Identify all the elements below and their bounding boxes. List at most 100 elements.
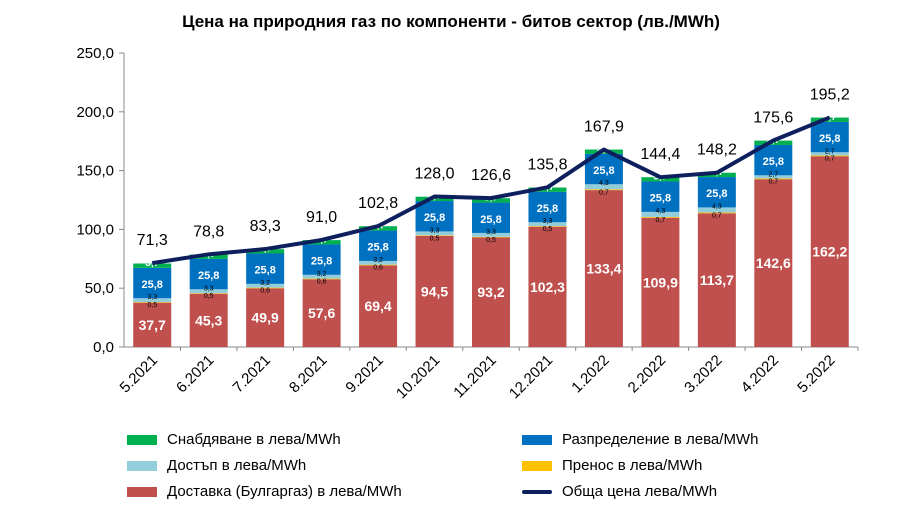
data-label-distribution: 25,8: [537, 203, 558, 215]
total-price-label: 126,6: [471, 167, 511, 184]
data-label-distribution: 25,8: [819, 133, 840, 145]
bar-segment: [415, 196, 454, 202]
data-label-distribution: 25,8: [311, 256, 332, 268]
total-price-label: 148,2: [697, 142, 737, 159]
data-label-delivery: 102,3: [530, 279, 565, 295]
data-label-distribution: 25,8: [142, 279, 163, 291]
data-label-access: 3,2: [373, 257, 383, 264]
data-label-transmission: 0,5: [430, 235, 440, 242]
data-label-transmission: 0,7: [599, 189, 609, 196]
bar-segment: [584, 184, 623, 190]
data-label-access: 3,3: [543, 218, 553, 225]
bar-segment: [810, 117, 849, 122]
data-label-access: 4,3: [656, 208, 666, 215]
y-tick-label: 250,0: [76, 45, 114, 62]
bar-segment: [754, 178, 793, 180]
bar-segment: [302, 279, 341, 347]
bar-segment: [528, 187, 567, 192]
data-label-transmission: 0,6: [373, 265, 383, 272]
data-label-delivery: 93,2: [477, 284, 504, 300]
legend-swatch-delivery: [127, 486, 157, 497]
bar-segment: [697, 172, 736, 178]
bar-segment: [584, 189, 623, 191]
bar-segment: [189, 258, 228, 290]
chart-plot: 0,0 50,0 100,0 150,0 200,0 250,0 5.2021 6.2021 7…: [76, 45, 859, 402]
bar-segment: [472, 237, 510, 347]
bar-segment: [754, 179, 793, 347]
data-label-supply: 3,7: [823, 112, 837, 123]
legend-item-delivery: Доставка (Булгаргаз) в лева/MWh: [127, 483, 402, 500]
bar-segment: [810, 155, 849, 157]
bar-segment: [246, 253, 285, 284]
data-label-transmission: 0,7: [768, 178, 778, 185]
data-label-access: 2,7: [768, 171, 778, 178]
bar-segment: [246, 288, 285, 347]
y-tick-label: 200,0: [76, 104, 114, 121]
legend-item-total: Обща цена лева/MWh: [522, 483, 717, 500]
data-label-delivery: 133,4: [586, 261, 621, 277]
data-label-access: 2,7: [825, 148, 835, 155]
data-label-transmission: 0,5: [486, 237, 496, 244]
bar-segment: [528, 191, 567, 223]
data-label-distribution: 25,8: [593, 165, 614, 177]
bar-segment: [133, 302, 172, 303]
bar-segment: [697, 177, 736, 208]
legend-item-transmission: Пренос в лева/MWh: [522, 457, 702, 474]
data-label-delivery: 113,7: [700, 272, 734, 288]
bar-segment: [810, 152, 849, 156]
bar-segment: [189, 289, 228, 294]
data-label-transmission: 0,6: [260, 288, 270, 295]
x-tick-label: 5.2021: [117, 352, 161, 396]
bar-segment: [472, 232, 510, 237]
data-label-delivery: 37,7: [139, 317, 166, 333]
bar-segment: [697, 213, 736, 347]
bar-segment: [415, 235, 454, 347]
legend-label-supply: Снабдяване в лева/MWh: [167, 431, 341, 448]
x-tick-label: 9.2021: [342, 352, 386, 396]
bar-segment: [415, 235, 454, 236]
data-label-access: 3,3: [430, 227, 440, 234]
legend-label-distribution: Разпределение в лева/MWh: [562, 431, 759, 448]
bar-segment: [528, 226, 567, 347]
bar-segment: [697, 207, 736, 213]
data-label-distribution: 25,8: [480, 214, 501, 226]
bar-segment: [359, 230, 398, 261]
total-price-label: 167,9: [584, 119, 624, 136]
legend-item-distribution: Разпределение в лева/MWh: [522, 431, 758, 448]
legend-item-access: Достъп в лева/MWh: [127, 457, 306, 474]
bar-segment: [302, 244, 341, 275]
bar-segment: [246, 287, 285, 289]
data-label-distribution: 25,8: [763, 156, 784, 168]
bar-segment: [359, 264, 398, 266]
bar-segment: [641, 217, 680, 347]
bar-segment: [189, 293, 228, 347]
data-label-delivery: 94,5: [421, 283, 448, 299]
bar-segment: [641, 177, 680, 182]
bar-segment: [528, 222, 567, 227]
data-label-distribution: 25,8: [254, 265, 275, 277]
total-price-label: 78,8: [193, 223, 224, 240]
data-label-delivery: 142,6: [756, 255, 791, 271]
total-price-label: 144,4: [640, 146, 680, 163]
bar-segment: [472, 202, 510, 233]
x-tick-label: 6.2021: [173, 352, 217, 396]
bar-segment: [528, 226, 567, 227]
total-price-label: 135,8: [527, 156, 567, 173]
total-price-label: 83,3: [250, 218, 281, 235]
x-tick-label: 7.2021: [230, 352, 274, 396]
data-label-distribution: 25,8: [706, 188, 727, 200]
data-label-access: 3,3: [486, 229, 496, 236]
data-label-distribution: 25,8: [424, 212, 445, 224]
x-tick-label: 4.2022: [738, 352, 782, 396]
x-tick-label: 10.2021: [393, 352, 443, 402]
x-tick-label: 3.2022: [681, 352, 725, 396]
data-label-transmission: 0,7: [712, 212, 722, 219]
data-label-delivery: 69,4: [364, 298, 391, 314]
total-price-label: 175,6: [753, 109, 793, 126]
data-label-distribution: 25,8: [367, 242, 388, 254]
bar-segment: [415, 231, 454, 236]
bar-segment: [472, 198, 510, 203]
legend-label-total: Обща цена лева/MWh: [562, 483, 718, 500]
legend-label-access: Достъп в лева/MWh: [167, 457, 307, 474]
legend-swatch-supply: [127, 434, 157, 445]
